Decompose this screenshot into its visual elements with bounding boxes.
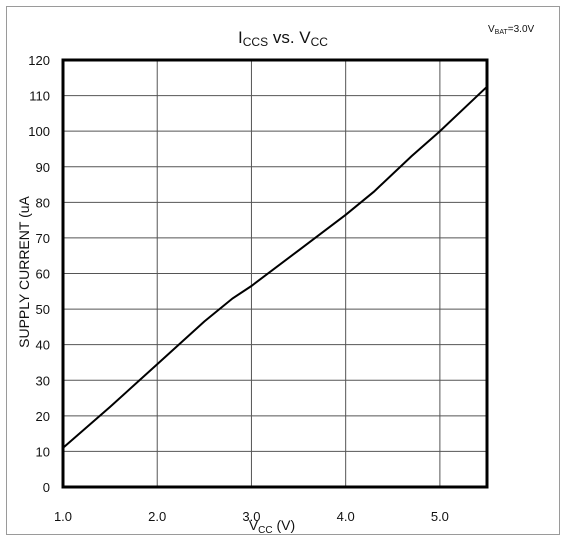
x-tick-label: 5.0 <box>431 509 449 524</box>
vbat-annotation: VBAT=3.0V <box>488 24 535 36</box>
y-tick-label: 40 <box>36 338 50 353</box>
x-tick-label: 4.0 <box>337 509 355 524</box>
x-axis-label: VCC (V) <box>249 517 295 536</box>
x-tick-labels: 1.0 2.0 3.0 4.0 5.0 <box>54 509 449 524</box>
y-tick-label: 10 <box>36 444 50 459</box>
y-tick-label: 70 <box>36 231 50 246</box>
plot-area <box>61 58 489 489</box>
x-tick-label: 1.0 <box>54 509 72 524</box>
y-tick-labels: 0 10 20 30 40 50 60 70 80 90 100 110 120 <box>28 53 50 495</box>
y-tick-label: 120 <box>28 53 50 68</box>
y-tick-label: 80 <box>36 195 50 210</box>
y-tick-label: 110 <box>29 89 50 104</box>
x-tick-label: 3.0 <box>242 509 260 524</box>
y-tick-label: 50 <box>36 302 50 317</box>
y-tick-label: 100 <box>28 124 50 139</box>
y-tick-label: 60 <box>36 267 50 282</box>
x-tick-label: 2.0 <box>148 509 166 524</box>
y-tick-label: 30 <box>36 373 50 388</box>
y-tick-label: 20 <box>36 409 50 424</box>
chart-title: ICCS vs. VCC <box>238 28 328 49</box>
grid <box>62 59 487 488</box>
y-tick-label: 0 <box>43 480 50 495</box>
y-axis-label: SUPPLY CURRENT (uA <box>16 195 32 347</box>
y-tick-label: 90 <box>36 160 50 175</box>
series-line <box>62 85 488 449</box>
chart-frame <box>6 6 560 535</box>
